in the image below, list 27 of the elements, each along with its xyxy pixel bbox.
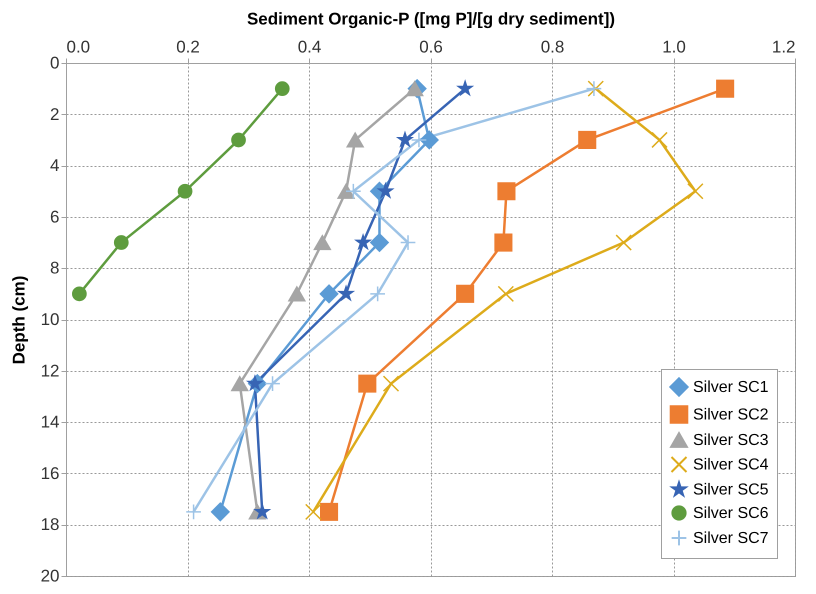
x-tick-label: 1.2	[772, 38, 796, 56]
y-tick-label: 14	[40, 412, 60, 432]
legend-label: Silver SC1	[693, 379, 769, 396]
x-tick-label: 0.0	[66, 38, 90, 56]
y-tick-label: 12	[40, 361, 60, 380]
y-tick-label: 10	[40, 310, 60, 329]
x-tick-label: 1.0	[662, 38, 686, 56]
legend-label: Silver SC5	[693, 482, 769, 498]
y-tick-label: 20	[40, 566, 60, 586]
y-axis-title: Depth (cm)	[10, 276, 29, 364]
y-tick-label: 16	[40, 464, 60, 483]
legend-label: Silver SC2	[693, 406, 769, 424]
legend-label: Silver SC6	[693, 505, 769, 522]
legend-label: Silver SC4	[693, 456, 769, 474]
x-axis-title: Sediment Organic-P ([mg P]/[g dry sediment])	[246, 10, 616, 28]
x-tick-label: 0.6	[419, 38, 443, 56]
x-tick-label: 0.8	[540, 38, 564, 56]
x-tick-label: 0.4	[298, 38, 322, 56]
y-tick-label: 2	[50, 104, 60, 124]
y-tick-label: 4	[50, 156, 60, 176]
legend-label: Silver SC3	[693, 432, 769, 449]
x-tick-label: 0.2	[176, 38, 200, 56]
y-tick-label: 8	[50, 258, 60, 278]
y-tick-label: 6	[50, 207, 60, 226]
y-tick-label: 0	[50, 54, 60, 72]
y-tick-label: 18	[40, 515, 60, 534]
legend-label: Silver SC7	[693, 530, 769, 547]
